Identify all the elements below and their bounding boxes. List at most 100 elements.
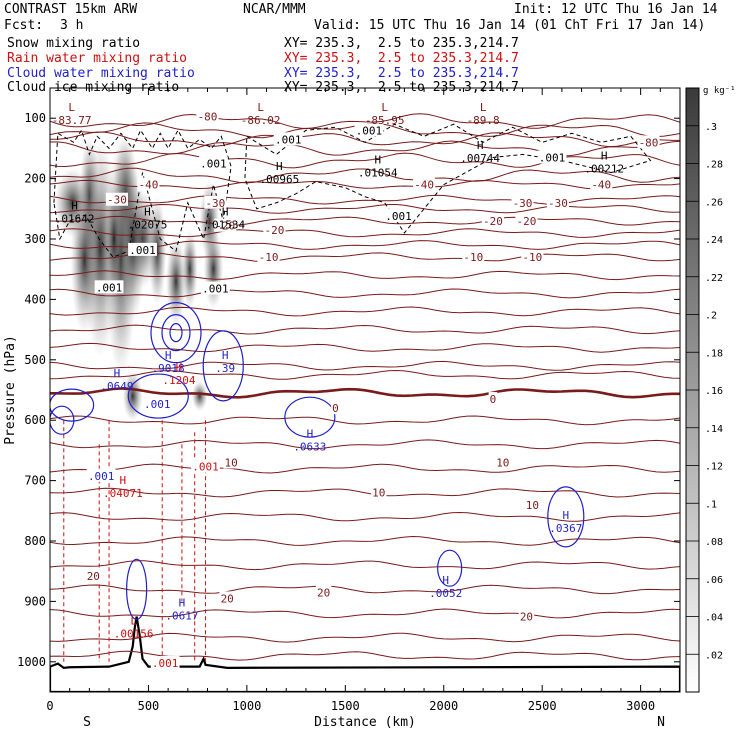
contour-label-bg xyxy=(384,209,413,223)
contour-label-bg xyxy=(204,195,227,209)
extremum-value-4: .01642 xyxy=(55,213,95,226)
field-name-rain: Rain water mixing ratio xyxy=(7,51,188,66)
contour-label-bg xyxy=(105,192,128,206)
y-tick-label-1000: 1000 xyxy=(17,655,46,669)
isotherm-0 xyxy=(50,113,680,129)
colorbar-label-8: .18 xyxy=(705,348,723,359)
cloud-water-contour-1 xyxy=(161,314,191,352)
contour-label-12: -20 xyxy=(517,215,537,228)
x-axis-title: Distance (km) xyxy=(314,715,416,730)
contour-label-6: -30 xyxy=(205,197,225,210)
contour-label-bg xyxy=(191,459,220,473)
colorbar-label-7: .16 xyxy=(705,386,723,397)
isotherm-22 xyxy=(50,439,680,450)
extremum-L-0: L xyxy=(68,101,75,114)
snow-shade-11 xyxy=(181,229,198,310)
x-tick-label-2500: 2500 xyxy=(528,699,557,713)
contour-label-bg xyxy=(590,177,613,191)
cloud-water-contour-8 xyxy=(547,486,585,548)
contour-label-bg xyxy=(128,242,157,256)
contour-label-bg xyxy=(257,250,280,264)
contour-label-bg xyxy=(524,497,541,511)
isotherm-25 xyxy=(50,511,680,522)
extremum-H-17: H xyxy=(179,596,186,609)
colorbar-label-10: .22 xyxy=(705,273,723,284)
contour-label-bg xyxy=(199,156,228,170)
contour-label-bg xyxy=(142,396,172,410)
extremum-L-2: L xyxy=(381,101,388,114)
colorbar-label-0: .02 xyxy=(705,650,723,661)
contour-label-bg xyxy=(518,609,535,623)
contour-label-31: .001 xyxy=(129,244,156,257)
isotherm-7 xyxy=(50,194,680,205)
contour-label-0: -80 xyxy=(198,110,218,123)
isotherm-13 xyxy=(50,270,680,281)
isotherm-24 xyxy=(50,487,680,498)
contour-label-35: .001 xyxy=(144,398,171,411)
isotherm-16 xyxy=(50,324,680,335)
isotherm-14 xyxy=(50,288,680,299)
contour-label-1: -80 xyxy=(639,136,659,149)
extremum-H-10: H xyxy=(601,150,608,163)
contour-label-9: -20 xyxy=(215,220,235,233)
isotherm-19 xyxy=(50,369,680,380)
contour-label-10: -20 xyxy=(265,224,285,237)
contour-label-bg xyxy=(354,123,384,137)
extremum-H-18: H xyxy=(176,361,183,374)
contour-label-15: -10 xyxy=(522,251,542,264)
contour-label-bg xyxy=(462,250,485,264)
snow-shade-8 xyxy=(70,185,99,336)
snow-shade-7 xyxy=(105,184,122,294)
y-tick-label-600: 600 xyxy=(24,413,46,427)
y-tick-label-100: 100 xyxy=(24,111,46,125)
contour-label-19: 10 xyxy=(372,487,385,500)
contour-label-18: 10 xyxy=(225,456,238,469)
cloud-water-contour-4 xyxy=(50,405,75,435)
y-tick-label-800: 800 xyxy=(24,534,46,548)
contour-label-bg xyxy=(511,195,534,209)
terrain-line xyxy=(50,616,680,692)
y-tick-label-400: 400 xyxy=(24,292,46,306)
colorbar-label-3: .08 xyxy=(705,537,723,548)
contour-label-7: -30 xyxy=(513,197,533,210)
extremum-H-14: H xyxy=(307,427,314,440)
y-tick-label-500: 500 xyxy=(24,353,46,367)
contour-label-23: 20 xyxy=(221,592,234,605)
colorbar-label-12: .26 xyxy=(705,197,723,208)
contour-label-bg xyxy=(94,280,124,294)
contour-label-27: .001 xyxy=(356,124,383,137)
colorbar-label-6: .14 xyxy=(705,424,723,435)
contour-label-16: 0 xyxy=(332,402,339,415)
extremum-value-17: .0617 xyxy=(165,609,198,622)
contour-label-34: .001 xyxy=(88,470,115,483)
contour-label-32: .001 xyxy=(96,281,123,294)
contour-label-bg xyxy=(413,177,436,191)
extremum-value-18: .1204 xyxy=(162,374,195,387)
contour-label-bg xyxy=(85,569,102,583)
extremum-H-19: H xyxy=(120,474,127,487)
contour-label-33: .001 xyxy=(202,283,229,296)
contour-label-14: -10 xyxy=(463,251,483,264)
colorbar-label-14: .3 xyxy=(705,122,717,133)
snow-shade-9 xyxy=(148,196,167,307)
contour-label-bg xyxy=(371,485,387,499)
field-xy-cloud-water: XY= 235.3, 2.5 to 235.3,214.7 xyxy=(284,66,519,81)
snow-shade-13 xyxy=(203,229,224,310)
contour-label-5: -30 xyxy=(107,194,127,207)
extremum-value-8: .01054 xyxy=(358,167,398,180)
isotherm-9 xyxy=(50,215,680,226)
extremum-value-19: .04071 xyxy=(103,487,143,500)
extremum-value-14: .0633 xyxy=(293,440,326,453)
isotherm-10 xyxy=(50,228,680,238)
colorbar-unit: g kg⁻¹ xyxy=(703,86,736,96)
cloud-water-contour-5 xyxy=(202,330,244,402)
contour-label-22: 20 xyxy=(87,570,100,583)
contour-label-bg xyxy=(150,656,180,670)
x-tick-label-0: 0 xyxy=(46,699,53,713)
contour-label-24: 20 xyxy=(317,586,330,599)
extremum-value-6: .01534 xyxy=(205,219,245,232)
isotherm-8 xyxy=(50,203,680,214)
field-name-snow: Snow mixing ratio xyxy=(7,36,141,51)
extremum-value-16: .0367 xyxy=(549,522,582,535)
contour-label-26: .001 xyxy=(275,133,302,146)
